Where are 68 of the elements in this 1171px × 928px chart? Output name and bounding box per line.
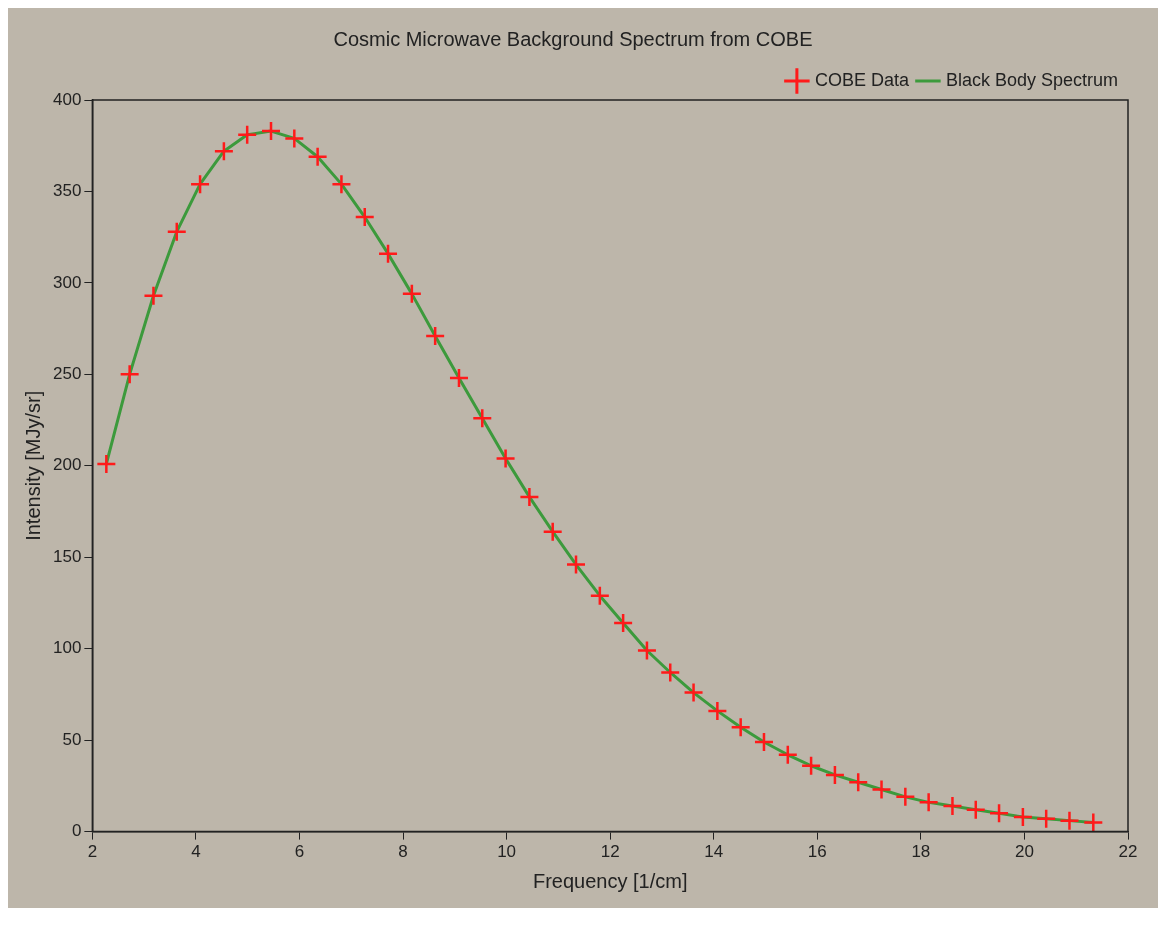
point	[401, 283, 423, 305]
point	[542, 521, 563, 542]
point	[424, 325, 446, 347]
point	[753, 731, 775, 753]
x-tick-label: 10	[497, 842, 517, 862]
y-tick-label: 350	[52, 181, 82, 201]
x-tick-label: 2	[87, 842, 98, 862]
point	[119, 364, 140, 385]
point	[565, 554, 587, 575]
point	[213, 140, 235, 162]
point	[1059, 810, 1080, 831]
point	[448, 367, 470, 389]
point	[1035, 808, 1057, 830]
point	[589, 585, 611, 606]
point	[988, 803, 1010, 824]
point	[143, 285, 164, 306]
point	[307, 146, 328, 167]
point	[847, 771, 869, 793]
point	[683, 682, 704, 703]
point	[189, 173, 211, 195]
point	[730, 717, 751, 738]
point	[354, 206, 375, 228]
point	[871, 779, 892, 800]
x-tick-label: 22	[1118, 842, 1138, 862]
chart-title: Cosmic Microwave Background Spectrum from COBE	[333, 27, 813, 50]
x-tick-label: 12	[600, 842, 620, 862]
point	[472, 408, 493, 429]
y-tick-label: 100	[52, 638, 82, 658]
point	[612, 612, 634, 634]
y-tick-label: 300	[52, 272, 82, 292]
point	[942, 795, 963, 817]
point	[377, 243, 399, 264]
point	[636, 640, 658, 661]
x-tick-label: 16	[807, 842, 827, 862]
x-tick-label: 4	[191, 842, 201, 862]
y-tick-label: 200	[52, 455, 82, 475]
legend-label: Black Body Spectrum	[945, 69, 1119, 90]
x-tick-label: 14	[704, 842, 724, 862]
y-tick-label: 50	[62, 729, 82, 749]
point	[660, 662, 681, 683]
point	[800, 755, 822, 777]
y-tick-label: 0	[71, 821, 82, 841]
point	[777, 744, 799, 766]
point	[236, 124, 258, 145]
point	[824, 764, 846, 786]
x-axis-title: Frequency [1/cm]	[532, 869, 688, 892]
y-tick-label: 150	[52, 546, 82, 566]
y-tick-label: 250	[52, 364, 82, 384]
point	[166, 221, 188, 242]
point	[96, 453, 117, 475]
x-tick-label: 18	[911, 842, 931, 862]
point	[965, 799, 987, 820]
point	[519, 486, 540, 508]
point	[284, 128, 305, 149]
y-tick-label: 400	[52, 89, 82, 109]
x-tick-label: 6	[294, 842, 305, 862]
point	[918, 792, 939, 813]
point	[707, 700, 728, 722]
point	[895, 786, 916, 808]
point	[1083, 812, 1104, 832]
legend-label: COBE Data	[814, 69, 910, 90]
point	[331, 173, 352, 195]
y-axis-title: Intensity [MJy/sr]	[21, 390, 44, 541]
x-tick-label: 8	[398, 842, 408, 862]
x-tick-label: 20	[1014, 842, 1034, 862]
point	[495, 448, 516, 469]
point	[1012, 806, 1034, 828]
point	[260, 120, 282, 142]
